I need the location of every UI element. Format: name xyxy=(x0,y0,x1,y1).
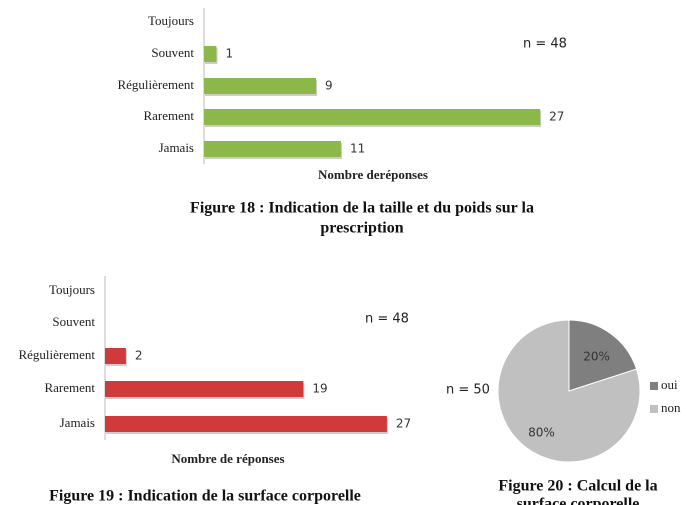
category-label: Rarement xyxy=(44,380,95,395)
axis-title: Nombre deréponses xyxy=(318,167,428,182)
slice-label: 80% xyxy=(528,425,555,439)
value-label: 19 xyxy=(312,382,327,396)
category-label: Jamais xyxy=(159,140,194,155)
bar xyxy=(105,381,304,397)
figure-caption: surface corporelle xyxy=(517,496,640,505)
value-label: 9 xyxy=(325,79,333,93)
legend-label: non xyxy=(661,400,681,415)
annotation: n = 48 xyxy=(523,37,567,52)
axis-title: Nombre de réponses xyxy=(171,451,284,466)
annotation: n = 48 xyxy=(365,312,409,327)
legend-label: oui xyxy=(661,377,678,392)
figure-caption: Figure 19 : Indication de la surface cor… xyxy=(49,488,361,505)
figure-caption: prescription xyxy=(320,220,403,237)
pie-slice xyxy=(568,319,638,392)
category-label: Régulièrement xyxy=(117,77,194,92)
bar xyxy=(204,141,341,157)
figure-caption: Figure 20 : Calcul de la xyxy=(498,478,657,495)
value-label: 27 xyxy=(396,417,411,431)
bar xyxy=(204,46,217,62)
bar xyxy=(204,109,541,125)
pie-slice xyxy=(497,319,641,463)
category-label: Souvent xyxy=(151,45,194,60)
category-label: Régulièrement xyxy=(18,347,95,362)
category-label: Toujours xyxy=(148,13,194,28)
annotation: n = 50 xyxy=(446,383,490,398)
category-label: Toujours xyxy=(49,282,95,297)
category-label: Souvent xyxy=(52,314,95,329)
value-label: 11 xyxy=(350,142,365,156)
value-label: 2 xyxy=(135,349,143,363)
value-label: 1 xyxy=(225,47,233,61)
bar xyxy=(105,416,387,432)
legend-swatch xyxy=(650,405,658,413)
bar xyxy=(105,348,126,364)
value-label: 27 xyxy=(549,110,564,124)
legend-swatch xyxy=(650,382,658,390)
category-label: Rarement xyxy=(143,108,194,123)
category-label: Jamais xyxy=(60,415,95,430)
slice-label: 20% xyxy=(583,350,610,364)
bar xyxy=(204,78,317,94)
figure-caption: Figure 18 : Indication de la taille et d… xyxy=(190,200,534,217)
